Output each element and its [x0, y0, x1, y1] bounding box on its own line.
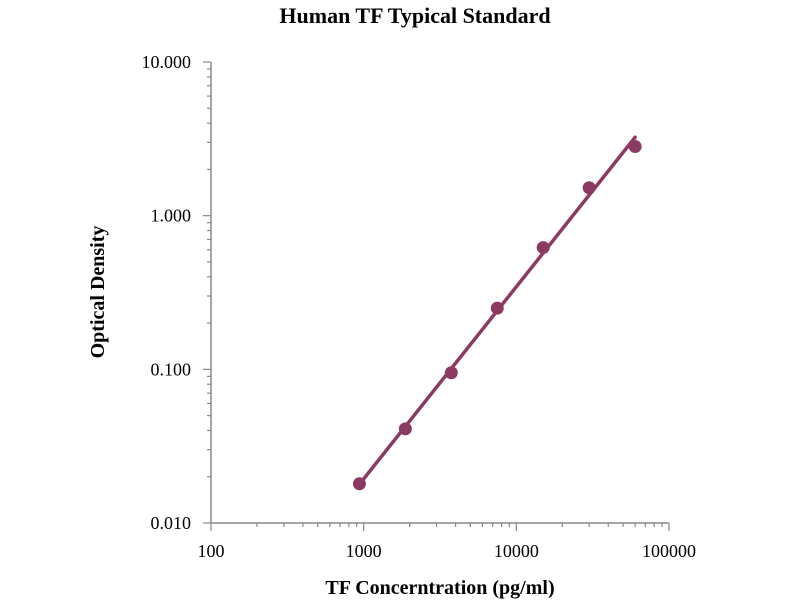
tick-group: 0.010 0.100 1.000 10.000 100 1000 10000 100000 [142, 52, 697, 561]
data-point [398, 422, 412, 436]
data-point [352, 477, 366, 491]
data-point [582, 181, 596, 195]
y-tick-label: 0.100 [151, 359, 192, 379]
y-axis-label: Optical Density [87, 226, 109, 359]
y-tick-label: 0.010 [151, 513, 192, 533]
x-tick-label: 100 [198, 541, 225, 561]
x-axis-label: TF Concerntration (pg/ml) [325, 577, 554, 599]
data-point [536, 241, 550, 255]
chart-title: Human TF Typical Standard [279, 3, 550, 28]
data-point [628, 139, 642, 153]
data-point [444, 366, 458, 380]
data-point [490, 301, 504, 315]
x-tick-label: 1000 [346, 541, 382, 561]
data-points-group [352, 139, 642, 491]
x-tick-label: 10000 [494, 541, 539, 561]
y-tick-label: 10.000 [142, 52, 192, 72]
y-tick-label: 1.000 [151, 206, 192, 226]
x-tick-label: 100000 [642, 541, 696, 561]
